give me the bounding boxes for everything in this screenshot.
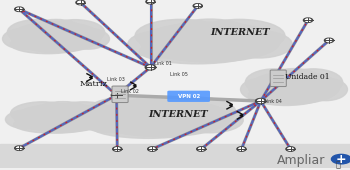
- Ellipse shape: [46, 20, 105, 45]
- Ellipse shape: [10, 34, 85, 54]
- Text: ⌕: ⌕: [335, 160, 340, 169]
- Circle shape: [16, 8, 22, 11]
- FancyBboxPatch shape: [112, 86, 128, 103]
- Circle shape: [326, 39, 332, 42]
- Circle shape: [324, 38, 334, 43]
- Text: INTERNET: INTERNET: [210, 28, 270, 37]
- Circle shape: [193, 4, 202, 8]
- Ellipse shape: [52, 102, 116, 125]
- Ellipse shape: [128, 31, 194, 58]
- Circle shape: [76, 0, 85, 5]
- Circle shape: [78, 1, 83, 4]
- Circle shape: [198, 148, 204, 150]
- Circle shape: [331, 154, 350, 164]
- Circle shape: [258, 99, 264, 103]
- Ellipse shape: [10, 102, 74, 125]
- FancyBboxPatch shape: [270, 70, 286, 87]
- Text: +: +: [336, 153, 346, 166]
- Circle shape: [305, 19, 311, 22]
- Circle shape: [16, 147, 22, 149]
- Text: Link 02: Link 02: [121, 89, 139, 94]
- Ellipse shape: [140, 39, 255, 64]
- Ellipse shape: [284, 69, 343, 96]
- Text: Link 04: Link 04: [264, 99, 282, 104]
- Ellipse shape: [91, 99, 231, 137]
- Circle shape: [149, 148, 155, 150]
- Ellipse shape: [79, 107, 145, 133]
- Ellipse shape: [86, 96, 177, 128]
- Ellipse shape: [173, 19, 247, 43]
- Ellipse shape: [124, 96, 198, 119]
- Ellipse shape: [74, 110, 121, 129]
- Circle shape: [286, 147, 295, 151]
- Circle shape: [113, 147, 122, 151]
- Ellipse shape: [304, 78, 348, 101]
- Ellipse shape: [177, 107, 243, 133]
- Text: INTERNET: INTERNET: [149, 110, 208, 119]
- Ellipse shape: [14, 104, 112, 132]
- Ellipse shape: [2, 28, 46, 49]
- Text: Unidade 01: Unidade 01: [285, 73, 330, 81]
- Text: Link 01: Link 01: [154, 61, 172, 66]
- Circle shape: [256, 98, 266, 104]
- Circle shape: [145, 65, 156, 70]
- Text: VPN 02: VPN 02: [177, 94, 200, 99]
- Ellipse shape: [5, 110, 52, 129]
- Circle shape: [148, 0, 153, 3]
- Ellipse shape: [66, 28, 110, 49]
- Circle shape: [195, 5, 201, 7]
- Circle shape: [288, 148, 293, 150]
- Ellipse shape: [226, 31, 292, 58]
- Text: Link 03: Link 03: [107, 78, 125, 82]
- Circle shape: [111, 93, 122, 98]
- Ellipse shape: [91, 115, 206, 138]
- Ellipse shape: [10, 22, 102, 52]
- Ellipse shape: [140, 22, 280, 62]
- Ellipse shape: [240, 78, 284, 101]
- Circle shape: [237, 147, 246, 151]
- Circle shape: [303, 18, 313, 22]
- Ellipse shape: [145, 96, 236, 128]
- Text: Link 05: Link 05: [170, 72, 188, 77]
- Text: Ampliar: Ampliar: [276, 154, 325, 167]
- Circle shape: [197, 147, 206, 151]
- Ellipse shape: [194, 19, 285, 52]
- Circle shape: [147, 66, 154, 69]
- Circle shape: [146, 0, 155, 4]
- Circle shape: [239, 148, 244, 150]
- Circle shape: [113, 94, 120, 97]
- Text: Matriz: Matriz: [80, 80, 108, 88]
- FancyBboxPatch shape: [167, 91, 210, 102]
- Ellipse shape: [32, 19, 80, 38]
- Ellipse shape: [270, 69, 318, 89]
- Ellipse shape: [135, 19, 226, 52]
- Bar: [0, 144, 350, 168]
- Circle shape: [148, 147, 157, 151]
- Ellipse shape: [7, 20, 66, 45]
- Ellipse shape: [248, 85, 323, 105]
- Circle shape: [114, 148, 120, 150]
- Ellipse shape: [37, 102, 89, 119]
- Circle shape: [15, 7, 24, 11]
- Circle shape: [15, 146, 24, 150]
- Ellipse shape: [245, 69, 304, 96]
- Ellipse shape: [248, 71, 340, 104]
- Ellipse shape: [14, 115, 95, 133]
